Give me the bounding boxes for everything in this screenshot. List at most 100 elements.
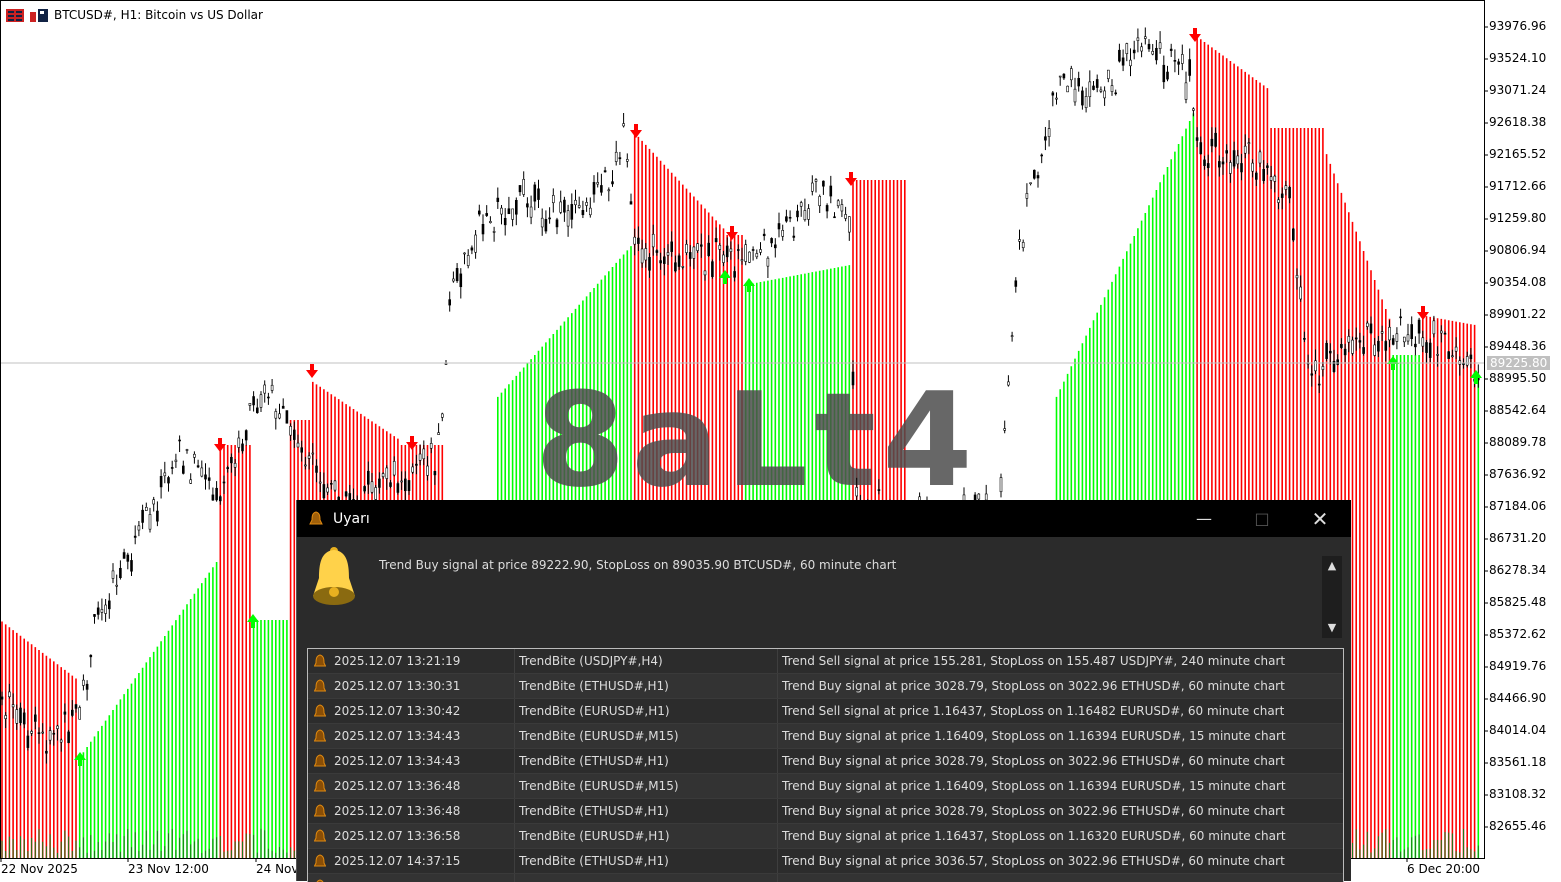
- price-axis-label: 88089.78: [1489, 435, 1546, 449]
- candle-body: [238, 438, 240, 447]
- candle-body: [1377, 341, 1379, 351]
- candle-body: [60, 740, 62, 742]
- candle-body: [1374, 345, 1376, 355]
- candle-body: [1063, 74, 1065, 78]
- candle-body: [848, 217, 850, 233]
- bell-icon: [314, 879, 326, 882]
- candle-body: [364, 486, 366, 491]
- candle-body: [1429, 343, 1431, 358]
- candle-body: [290, 426, 292, 435]
- maximize-button[interactable]: □: [1233, 500, 1291, 537]
- candle-body: [164, 473, 166, 476]
- price-axis-label: 88995.50: [1489, 371, 1546, 385]
- candle-body: [630, 202, 632, 205]
- candle-body: [1107, 70, 1109, 78]
- candle-body: [205, 475, 207, 479]
- candle-body: [822, 181, 824, 186]
- bell-icon: [314, 804, 326, 819]
- candle-body: [1078, 78, 1080, 86]
- candle-body: [434, 471, 436, 475]
- candle-body: [1030, 183, 1032, 184]
- candle-body: [819, 196, 821, 205]
- message-cell: Trend Buy signal at price 3028.79, StopL…: [778, 674, 1343, 698]
- message-cell: Trend Buy signal at price 3028.79, StopL…: [778, 799, 1343, 823]
- candle-body: [597, 182, 599, 184]
- candle-body: [1137, 38, 1139, 41]
- candle-body: [726, 246, 728, 257]
- time-cell: 2025.12.07 13:21:19: [308, 649, 515, 673]
- candle-body: [504, 218, 506, 225]
- candle-body: [1241, 163, 1243, 172]
- candle-body: [1144, 37, 1146, 39]
- source-cell: TrendBite (EURUSD#,H1): [515, 699, 778, 723]
- current-price-label: 89225.80: [1487, 356, 1550, 370]
- candle-body: [730, 249, 732, 252]
- candle-body: [878, 490, 880, 491]
- candle-body: [297, 443, 299, 447]
- candle-body: [1126, 44, 1128, 54]
- bell-icon: [314, 704, 326, 719]
- candle-body: [1392, 339, 1394, 345]
- candle-body: [1326, 343, 1328, 358]
- message-scrollbar[interactable]: ▲ ▼: [1322, 556, 1342, 638]
- candle-body: [1400, 317, 1402, 318]
- buy-arrow-icon: [1470, 370, 1482, 384]
- scroll-up-icon[interactable]: ▲: [1322, 556, 1342, 576]
- candle-body: [1115, 93, 1117, 94]
- candle-body: [345, 492, 347, 496]
- candle-body: [8, 692, 10, 697]
- candle-body: [501, 208, 503, 214]
- candle-body: [545, 219, 547, 231]
- candle-body: [571, 204, 573, 219]
- candle-body: [660, 261, 662, 263]
- scroll-down-icon[interactable]: ▼: [1322, 618, 1342, 638]
- one-click-trading-icon[interactable]: [30, 9, 48, 22]
- chart-list-icon[interactable]: [6, 9, 24, 22]
- candle-body: [1204, 160, 1206, 166]
- candle-body: [71, 710, 73, 715]
- candle-body: [412, 467, 414, 472]
- close-button[interactable]: ✕: [1291, 500, 1349, 537]
- candle-body: [1315, 361, 1317, 371]
- candle-body: [1300, 287, 1302, 299]
- candle-body: [1451, 356, 1453, 357]
- candle-body: [1229, 163, 1231, 174]
- candle-body: [82, 680, 84, 685]
- candle-body: [386, 468, 388, 479]
- candle-body: [1122, 58, 1124, 65]
- candle-body: [519, 185, 521, 191]
- price-axis-label: 91712.66: [1489, 179, 1546, 193]
- alert-time: 2025.12.07 13:36:48: [334, 804, 460, 818]
- candle-body: [1170, 49, 1172, 51]
- large-bell-icon: [309, 546, 359, 608]
- candle-body: [1255, 173, 1257, 179]
- candle-body: [641, 249, 643, 263]
- source-cell: TrendBite (ETHUSD#,H1): [515, 674, 778, 698]
- candle-body: [452, 279, 454, 281]
- time-label: 6 Dec 20:00: [1407, 862, 1480, 876]
- minimize-button[interactable]: —: [1175, 500, 1233, 537]
- table-row[interactable]: 2025.12.07 13:30:42 TrendBite (EURUSD#,H1…: [308, 699, 1343, 724]
- source-cell: TrendBite (EURUSD#,H1): [515, 824, 778, 848]
- source-cell: TrendBite (USDJPY#,H4): [515, 649, 778, 673]
- candle-body: [515, 200, 517, 214]
- price-axis-label: 93071.24: [1489, 83, 1546, 97]
- candle-body: [845, 214, 847, 218]
- candle-body: [330, 483, 332, 484]
- candle-body: [1363, 347, 1365, 353]
- candle-body: [404, 479, 406, 491]
- candle-body: [1289, 187, 1291, 198]
- candle-body: [249, 403, 251, 405]
- candle-body: [619, 158, 621, 159]
- candle-body: [978, 494, 980, 499]
- alert-time: 2025.12.07 13:30:42: [334, 704, 460, 718]
